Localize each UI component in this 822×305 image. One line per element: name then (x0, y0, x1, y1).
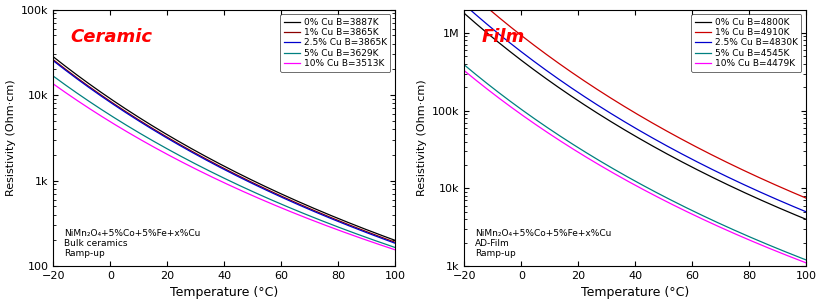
Text: Ceramic: Ceramic (71, 27, 153, 45)
Text: NiMn₂O₄+5%Co+5%Fe+x%Cu
Bulk ceramics
Ramp-up: NiMn₂O₄+5%Co+5%Fe+x%Cu Bulk ceramics Ram… (64, 228, 200, 258)
5% Cu B=4545K (624, 176, 634, 179)
10% Cu B=4479K (621, 179, 631, 182)
10% Cu B=4479K (801, 261, 810, 265)
2.5% Cu B=3865K (233, 175, 243, 178)
Line: 1% Cu B=3865K: 1% Cu B=3865K (53, 60, 395, 242)
X-axis label: Temperature (°C): Temperature (°C) (170, 286, 279, 300)
0% Cu B=3887K (381, 235, 391, 239)
5% Cu B=3629K (381, 243, 391, 246)
5% Cu B=4545K (621, 174, 631, 178)
5% Cu B=3629K (390, 246, 399, 249)
0% Cu B=4800K (621, 129, 631, 133)
10% Cu B=3513K (381, 245, 391, 249)
1% Cu B=4910K (740, 169, 750, 173)
1% Cu B=4910K (621, 106, 631, 110)
Line: 0% Cu B=4800K: 0% Cu B=4800K (464, 13, 806, 219)
0% Cu B=4800K (740, 191, 750, 194)
2.5% Cu B=3865K (390, 241, 399, 245)
5% Cu B=4545K (740, 233, 750, 236)
2.5% Cu B=4830K (624, 122, 634, 126)
2.5% Cu B=3865K (381, 239, 391, 242)
0% Cu B=4800K (801, 217, 810, 221)
5% Cu B=3629K (233, 183, 243, 187)
10% Cu B=4479K (740, 236, 750, 240)
5% Cu B=4545K (644, 187, 654, 191)
1% Cu B=3865K (390, 240, 399, 244)
2.5% Cu B=4830K (792, 206, 802, 210)
0% Cu B=4800K (792, 214, 802, 218)
10% Cu B=3513K (329, 226, 339, 230)
1% Cu B=3865K (329, 217, 339, 220)
0% Cu B=3887K (390, 239, 399, 242)
0% Cu B=3887K (213, 161, 223, 165)
Line: 5% Cu B=3629K: 5% Cu B=3629K (53, 76, 395, 247)
1% Cu B=3865K (213, 163, 223, 167)
Y-axis label: Resistivity (Ohm·cm): Resistivity (Ohm·cm) (6, 80, 16, 196)
1% Cu B=4910K (644, 119, 654, 123)
Text: NiMn₂O₄+5%Co+5%Fe+x%Cu
AD-Film
Ramp-up: NiMn₂O₄+5%Co+5%Fe+x%Cu AD-Film Ramp-up (475, 228, 611, 258)
Text: Film: Film (482, 27, 524, 45)
2.5% Cu B=3865K (213, 164, 223, 168)
0% Cu B=4800K (624, 131, 634, 134)
10% Cu B=3513K (390, 248, 399, 252)
2.5% Cu B=4830K (621, 121, 631, 125)
Legend: 0% Cu B=3887K, 1% Cu B=3865K, 2.5% Cu B=3865K, 5% Cu B=3629K, 10% Cu B=3513K: 0% Cu B=3887K, 1% Cu B=3865K, 2.5% Cu B=… (280, 14, 390, 72)
Y-axis label: Resistivity (Ohm·cm): Resistivity (Ohm·cm) (417, 80, 427, 196)
1% Cu B=3865K (210, 162, 220, 166)
2.5% Cu B=3865K (210, 163, 220, 167)
2.5% Cu B=3865K (48, 59, 58, 63)
X-axis label: Temperature (°C): Temperature (°C) (581, 286, 690, 300)
Line: 2.5% Cu B=3865K: 2.5% Cu B=3865K (53, 61, 395, 243)
0% Cu B=3887K (329, 215, 339, 218)
Line: 2.5% Cu B=4830K: 2.5% Cu B=4830K (464, 5, 806, 212)
Line: 10% Cu B=3513K: 10% Cu B=3513K (53, 84, 395, 250)
1% Cu B=4910K (624, 107, 634, 111)
Legend: 0% Cu B=4800K, 1% Cu B=4910K, 2.5% Cu B=4830K, 5% Cu B=4545K, 10% Cu B=4479K: 0% Cu B=4800K, 1% Cu B=4910K, 2.5% Cu B=… (691, 14, 801, 72)
2.5% Cu B=3865K (252, 184, 261, 188)
10% Cu B=3513K (233, 187, 243, 191)
0% Cu B=4800K (459, 12, 469, 15)
0% Cu B=3887K (233, 171, 243, 175)
5% Cu B=3629K (213, 173, 223, 177)
10% Cu B=4479K (459, 69, 469, 73)
2.5% Cu B=4830K (740, 183, 750, 187)
1% Cu B=4910K (663, 130, 672, 133)
5% Cu B=3629K (329, 223, 339, 227)
0% Cu B=3887K (48, 55, 58, 59)
2.5% Cu B=4830K (801, 210, 810, 213)
2.5% Cu B=4830K (644, 134, 654, 138)
5% Cu B=3629K (252, 192, 261, 195)
0% Cu B=4800K (663, 152, 672, 156)
2.5% Cu B=4830K (459, 3, 469, 6)
10% Cu B=3513K (213, 178, 223, 181)
10% Cu B=3513K (210, 177, 220, 181)
10% Cu B=3513K (48, 82, 58, 86)
1% Cu B=4910K (792, 193, 802, 196)
10% Cu B=4479K (792, 258, 802, 261)
5% Cu B=3629K (48, 74, 58, 78)
Line: 10% Cu B=4479K: 10% Cu B=4479K (464, 71, 806, 263)
2.5% Cu B=4830K (663, 145, 672, 148)
2.5% Cu B=3865K (329, 218, 339, 221)
5% Cu B=4545K (792, 255, 802, 259)
1% Cu B=3865K (48, 58, 58, 62)
1% Cu B=3865K (233, 174, 243, 178)
0% Cu B=4800K (644, 142, 654, 146)
5% Cu B=4545K (663, 196, 672, 200)
5% Cu B=3629K (210, 172, 220, 176)
Line: 5% Cu B=4545K: 5% Cu B=4545K (464, 65, 806, 260)
10% Cu B=4479K (644, 191, 654, 195)
1% Cu B=4910K (801, 196, 810, 200)
0% Cu B=3887K (252, 181, 261, 184)
5% Cu B=4545K (801, 258, 810, 262)
Line: 0% Cu B=3887K: 0% Cu B=3887K (53, 57, 395, 240)
10% Cu B=4479K (624, 180, 634, 184)
1% Cu B=3865K (252, 183, 261, 186)
10% Cu B=4479K (663, 200, 672, 204)
0% Cu B=3887K (210, 160, 220, 163)
1% Cu B=3865K (381, 237, 391, 241)
10% Cu B=3513K (252, 196, 261, 199)
Line: 1% Cu B=4910K: 1% Cu B=4910K (464, 0, 806, 198)
5% Cu B=4545K (459, 63, 469, 67)
